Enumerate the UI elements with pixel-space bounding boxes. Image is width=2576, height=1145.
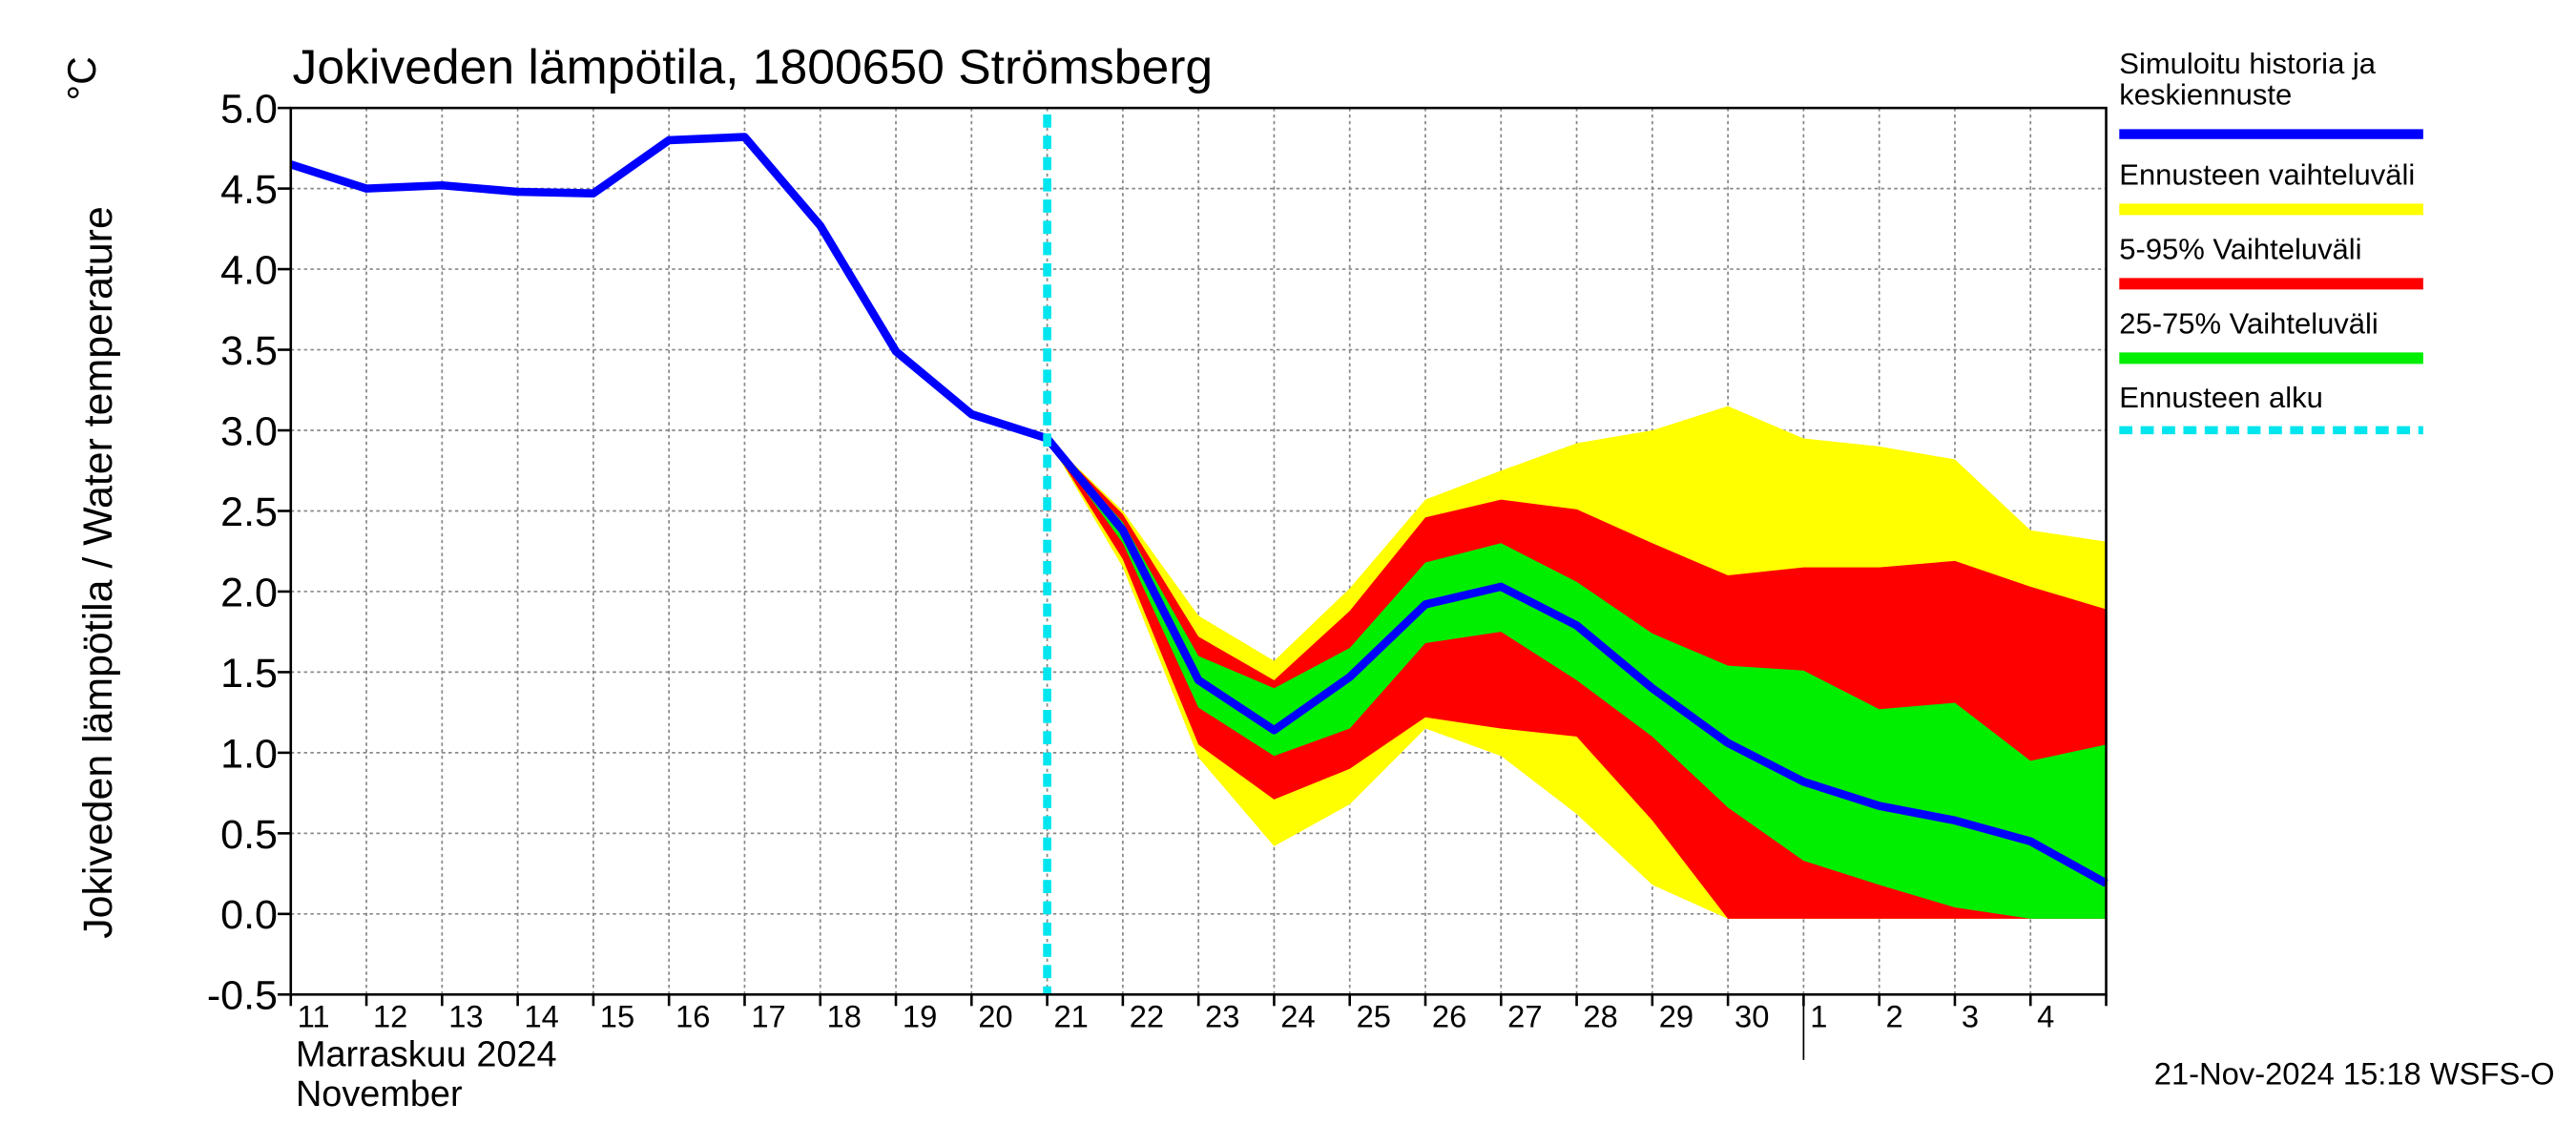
x-tick-label: 30 (1735, 999, 1769, 1034)
y-tick-label: 0.5 (220, 812, 278, 858)
legend: Simuloitu historia ja keskiennuste Ennust… (2119, 49, 2423, 435)
y-tick-label: 4.0 (220, 248, 278, 294)
x-tick-label: 13 (448, 999, 483, 1034)
y-tick-label: 2.0 (220, 570, 278, 615)
y-tick-label: 2.5 (220, 489, 278, 535)
legend-label: Ennusteen vaihteluväli (2119, 158, 2415, 192)
y-tick-label: 1.0 (220, 731, 278, 777)
axes: -0.50.00.51.01.52.02.53.03.54.04.55.011 1… (207, 87, 2108, 1060)
y-tick-label: 3.5 (220, 328, 278, 374)
x-tick-label: 21 (1053, 999, 1088, 1034)
x-tick-label: 16 (675, 999, 710, 1034)
series-line (289, 133, 2109, 887)
x-axis-label: November (296, 1074, 463, 1114)
footer: 21-Nov-2024 15:18 WSFS-O (2154, 1056, 2555, 1092)
y-tick-label: 5.0 (220, 87, 278, 133)
x-tick-label: 29 (1659, 999, 1693, 1034)
x-tick-label: 2 (1886, 999, 1903, 1034)
plot-frame (289, 106, 2108, 996)
x-tick-label: 22 (1130, 999, 1164, 1034)
y-axis-unit: °C (60, 56, 104, 100)
legend-label: 5-95% Vaihteluväli (2119, 233, 2361, 266)
legend-label: Simuloitu historia ja keskiennuste (2119, 49, 2377, 112)
legend-label: 25-75% Vaihteluväli (2119, 307, 2378, 341)
x-tick-label: 15 (600, 999, 634, 1034)
x-tick-label: 24 (1280, 999, 1315, 1034)
y-tick-label: 4.5 (220, 167, 278, 213)
y-tick-label: 3.0 (220, 409, 278, 455)
x-axis-label: Marraskuu 2024 (296, 1035, 557, 1075)
x-tick-label: 14 (525, 999, 559, 1034)
x-tick-label: 17 (751, 999, 785, 1034)
grid (290, 107, 2107, 996)
y-tick-label: 1.5 (220, 651, 278, 697)
x-tick-label: 11 (298, 999, 330, 1034)
forecast-band (1047, 438, 2107, 919)
x-tick-label: 12 (373, 999, 407, 1034)
x-tick-label: 1 (1810, 999, 1827, 1034)
x-tick-label: 28 (1583, 999, 1617, 1034)
x-tick-label: 19 (903, 999, 937, 1034)
x-tick-label: 4 (2037, 999, 2054, 1034)
x-tick-label: 18 (827, 999, 862, 1034)
y-axis-label: Jokiveden lämpötila / Water temperature (75, 206, 121, 939)
x-tick-label: 25 (1357, 999, 1391, 1034)
x-tick-label: 3 (1962, 999, 1979, 1034)
legend-label-wrap: Simuloitu historia ja keskiennuste (2119, 49, 2377, 112)
x-tick-label: 26 (1432, 999, 1466, 1034)
chart-title: Jokiveden lämpötila, 1800650 Strömsberg (293, 39, 1214, 94)
x-tick-label: 27 (1507, 999, 1542, 1034)
y-tick-label: -0.5 (207, 973, 278, 1019)
plot-area (289, 114, 2109, 995)
y-tick-label: 0.0 (220, 892, 278, 938)
legend-label: Ennusteen alku (2119, 381, 2323, 414)
x-tick-label: 23 (1205, 999, 1239, 1034)
x-tick-label: 20 (978, 999, 1012, 1034)
